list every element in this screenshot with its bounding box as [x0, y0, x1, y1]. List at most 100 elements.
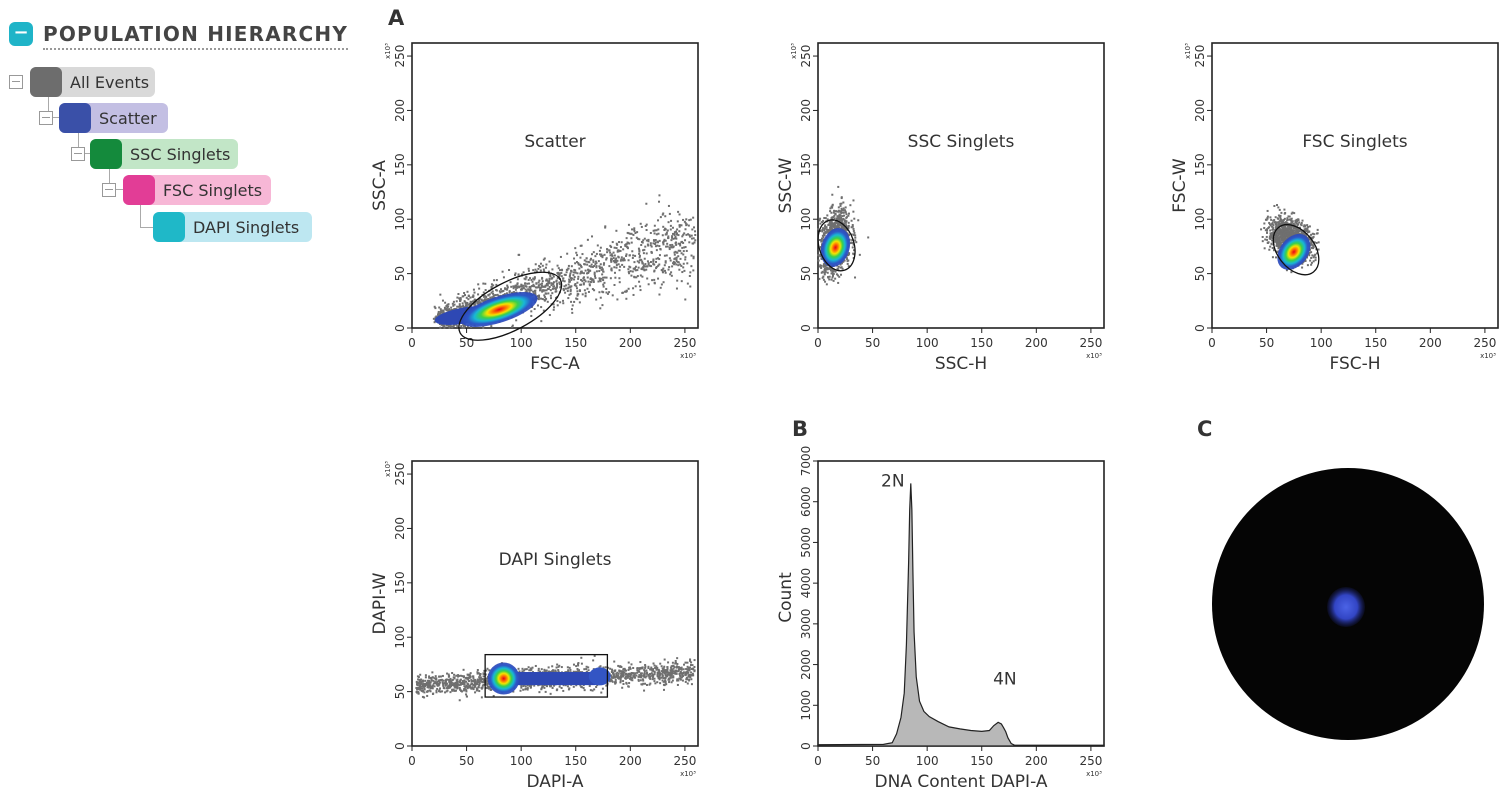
event-point: [572, 685, 575, 688]
event-point: [824, 227, 827, 230]
event-point: [613, 246, 616, 249]
event-point: [673, 231, 676, 234]
event-point: [466, 290, 469, 293]
event-point: [1301, 262, 1304, 265]
event-point: [528, 289, 531, 292]
event-point: [1281, 232, 1284, 235]
event-point: [682, 233, 685, 236]
y-tick-label: 250: [393, 45, 407, 68]
event-point: [673, 666, 676, 669]
event-point: [1289, 228, 1292, 231]
event-point: [682, 241, 685, 244]
event-point: [1275, 231, 1278, 234]
event-point: [541, 264, 544, 267]
event-point: [664, 261, 667, 264]
event-point: [830, 221, 833, 224]
event-point: [627, 223, 630, 226]
event-point: [830, 205, 833, 208]
event-point: [643, 669, 646, 672]
collapse-hierarchy-toggle[interactable]: −: [9, 22, 33, 46]
event-point: [686, 682, 689, 685]
event-point: [1298, 221, 1301, 224]
tree-collapse-box[interactable]: [39, 111, 53, 125]
y-tick-label: 50: [393, 684, 407, 699]
event-point: [658, 293, 661, 296]
event-point: [847, 253, 850, 256]
event-point: [1312, 244, 1315, 247]
event-point: [598, 291, 601, 294]
tree-node-ssc-singlets[interactable]: SSC Singlets: [90, 139, 238, 169]
event-point: [575, 251, 578, 254]
event-point: [647, 667, 650, 670]
event-point: [531, 280, 534, 283]
event-point: [533, 292, 536, 295]
event-point: [589, 689, 592, 692]
event-point: [576, 298, 579, 301]
event-point: [594, 276, 597, 279]
event-point: [493, 279, 496, 282]
event-point: [567, 297, 570, 300]
event-point: [549, 289, 552, 292]
event-point: [1289, 233, 1292, 236]
event-point: [572, 271, 575, 274]
tree-node-fsc-singlets[interactable]: FSC Singlets: [123, 175, 271, 205]
event-point: [463, 679, 466, 682]
event-point: [657, 668, 660, 671]
event-point: [543, 270, 546, 273]
event-point: [556, 285, 559, 288]
event-point: [671, 661, 674, 664]
event-point: [543, 298, 546, 301]
panel-label-a: A: [388, 6, 405, 30]
event-point: [618, 277, 621, 280]
event-point: [1271, 234, 1274, 237]
event-point: [843, 214, 846, 217]
event-point: [526, 688, 529, 691]
density-heatmap: [820, 227, 851, 268]
y-tick-label: 150: [799, 153, 813, 176]
event-point: [665, 683, 668, 686]
event-point: [465, 695, 468, 698]
event-point: [542, 268, 545, 271]
event-point: [642, 679, 645, 682]
event-point: [654, 245, 657, 248]
event-point: [525, 289, 528, 292]
event-point: [667, 677, 670, 680]
event-point: [654, 241, 657, 244]
event-point: [668, 673, 671, 676]
tree-node-scatter[interactable]: Scatter: [59, 103, 168, 133]
event-point: [527, 267, 530, 270]
event-point: [643, 248, 646, 251]
event-point: [615, 260, 618, 263]
event-point: [675, 256, 678, 259]
event-point: [601, 254, 604, 257]
event-point: [662, 677, 665, 680]
event-point: [568, 274, 571, 277]
event-point: [575, 287, 578, 290]
event-point: [545, 289, 548, 292]
event-point: [643, 237, 646, 240]
event-point: [588, 261, 591, 264]
event-point: [486, 298, 489, 301]
event-point: [1272, 231, 1275, 234]
event-point: [444, 301, 447, 304]
tree-node-all-events[interactable]: All Events: [30, 67, 155, 97]
event-point: [1286, 217, 1289, 220]
tree-collapse-box[interactable]: [102, 183, 116, 197]
event-point: [461, 295, 464, 298]
event-point: [420, 678, 423, 681]
event-point: [603, 281, 606, 284]
event-point: [1290, 212, 1293, 215]
event-point: [1305, 229, 1308, 232]
event-point: [537, 281, 540, 284]
tree-collapse-box[interactable]: [9, 75, 23, 89]
event-point: [840, 196, 843, 199]
event-point: [530, 278, 533, 281]
population-color-swatch: [123, 175, 155, 205]
tree-collapse-box[interactable]: [71, 147, 85, 161]
tree-node-dapi-singlets[interactable]: DAPI Singlets: [153, 212, 312, 242]
event-point: [827, 228, 830, 231]
event-point: [685, 233, 688, 236]
event-point: [658, 245, 661, 248]
x-tick-label: 0: [408, 336, 416, 350]
